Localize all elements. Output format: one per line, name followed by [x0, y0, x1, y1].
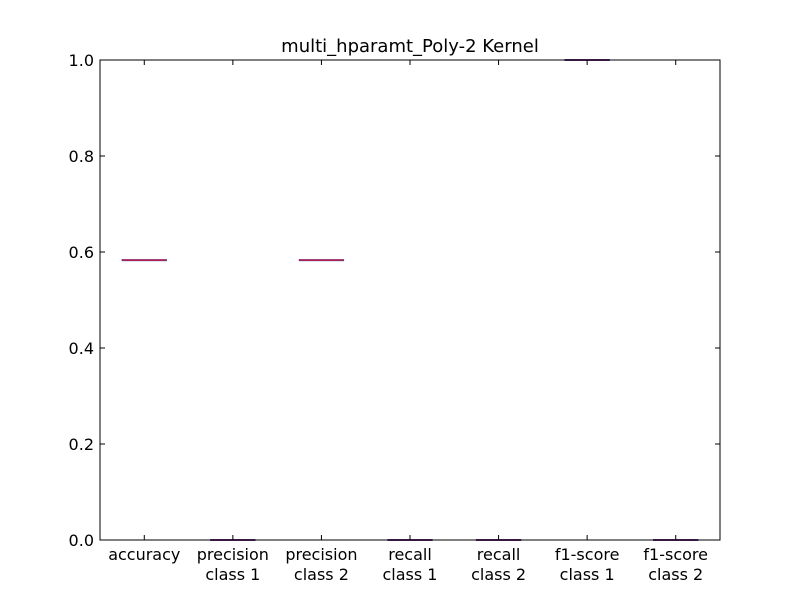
x-tick-label-line: recall — [477, 545, 521, 564]
x-tick-label-line: class 1 — [205, 565, 260, 584]
y-tick-label: 0.8 — [69, 147, 94, 166]
x-tick-label: precision class 1 — [197, 545, 269, 584]
x-tick-label-line: class 2 — [471, 565, 526, 584]
x-tick-label-line: class 2 — [648, 565, 703, 584]
x-tick-label: precision class 2 — [285, 545, 357, 584]
x-tick-label-line: accuracy — [108, 545, 180, 564]
y-tick-label: 1.0 — [69, 51, 94, 70]
x-tick-label-line: f1-score — [643, 545, 708, 564]
x-tick-label-line: precision — [285, 545, 357, 564]
y-tick-label: 0.2 — [69, 435, 94, 454]
y-tick-label: 0.4 — [69, 339, 94, 358]
x-tick-label-line: recall — [388, 545, 432, 564]
x-tick-label-line: class 1 — [560, 565, 615, 584]
x-tick-label-line: f1-score — [555, 545, 620, 564]
x-tick-label: f1-score class 2 — [643, 545, 708, 584]
y-axis-ticks: 0.0 0.2 0.4 0.6 0.8 1.0 — [69, 51, 720, 550]
x-tick-label: recall class 2 — [471, 545, 526, 584]
y-tick-label: 0.0 — [69, 531, 94, 550]
plot-area-frame — [99, 59, 721, 541]
x-tick-label: recall class 1 — [383, 545, 438, 584]
x-tick-label: accuracy — [108, 545, 180, 564]
x-tick-label-line: class 1 — [383, 565, 438, 584]
y-tick-label: 0.6 — [69, 243, 94, 262]
chart-title: multi_hparamt_Poly-2 Kernel — [281, 36, 539, 57]
x-tick-label: f1-score class 1 — [555, 545, 620, 584]
x-tick-label-line: precision — [197, 545, 269, 564]
x-tick-label-line: class 2 — [294, 565, 349, 584]
box-marks — [121, 59, 699, 541]
